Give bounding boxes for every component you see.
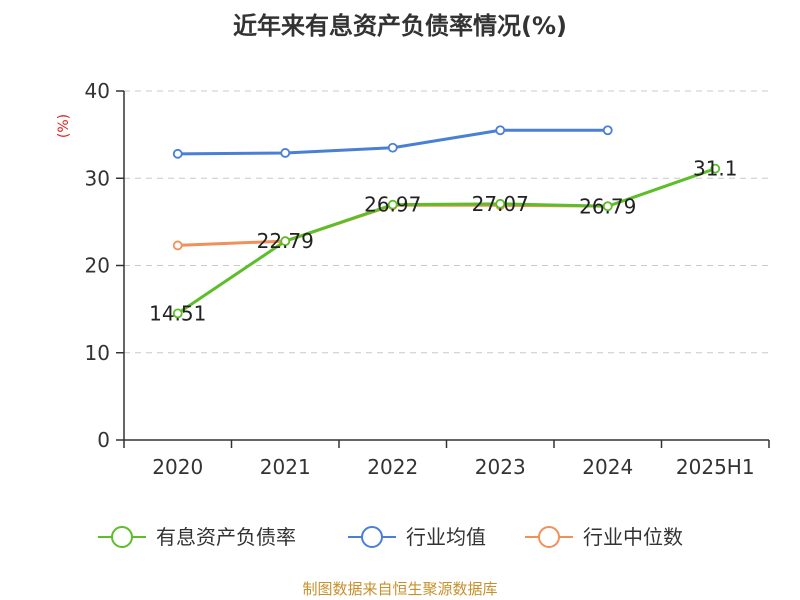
data-label-2021: 22.79 bbox=[257, 229, 314, 253]
y-tick-label: 30 bbox=[85, 166, 110, 190]
x-tick-label-2021: 2021 bbox=[260, 455, 311, 479]
source-note: 制图数据来自恒生聚源数据库 bbox=[302, 580, 497, 598]
series-1-point-2024[interactable] bbox=[602, 125, 613, 136]
data-label-2023: 27.07 bbox=[472, 192, 529, 216]
series-1-point-2023[interactable] bbox=[495, 125, 506, 136]
data-label-2025H1: 31.1 bbox=[693, 157, 738, 181]
x-tick-label-2024: 2024 bbox=[582, 455, 633, 479]
legend-item-1[interactable]: 行业均值 bbox=[348, 525, 486, 549]
legend-label: 有息资产负债率 bbox=[156, 525, 296, 549]
series-0-point-2022[interactable] bbox=[387, 199, 398, 210]
axes: 0 10 20 30 40 2020 2021 2022 2023 2024 2025H1 bbox=[85, 79, 770, 479]
x-tick-label-2025H1: 2025H1 bbox=[676, 455, 755, 479]
legend[interactable]: 有息资产负债率 行业均值 行业中位数 bbox=[98, 525, 683, 549]
series-0-point-2025H1[interactable] bbox=[710, 163, 721, 174]
legend-item-2[interactable]: 行业中位数 bbox=[525, 525, 683, 549]
series-2-point-2020[interactable] bbox=[172, 240, 183, 251]
legend-label: 行业均值 bbox=[406, 525, 486, 549]
legend-marker-icon bbox=[361, 526, 383, 548]
data-label-2024: 26.79 bbox=[579, 194, 636, 218]
y-tick-label: 20 bbox=[85, 254, 110, 278]
y-tick-label: 0 bbox=[97, 428, 110, 452]
y-tick-label: 40 bbox=[85, 79, 110, 103]
legend-label: 行业中位数 bbox=[583, 525, 683, 549]
legend-item-0[interactable]: 有息资产负债率 bbox=[98, 525, 296, 549]
y-axis-unit-label: (%) bbox=[56, 114, 72, 138]
y-tick-label: 10 bbox=[85, 341, 110, 365]
chart-title: 近年来有息资产负债率情况(%) bbox=[233, 12, 567, 40]
data-label-2020: 14.51 bbox=[149, 301, 206, 325]
series-0-point-2020[interactable] bbox=[172, 308, 183, 319]
x-tick-label-2022: 2022 bbox=[367, 455, 418, 479]
series-0-point-2021[interactable] bbox=[280, 236, 291, 247]
x-tick-label-2020: 2020 bbox=[152, 455, 203, 479]
x-tick-label-2023: 2023 bbox=[475, 455, 526, 479]
series-0-point-2023[interactable] bbox=[495, 198, 506, 209]
grid-lines bbox=[124, 90, 769, 354]
series-line-0 bbox=[176, 167, 716, 315]
data-label-2022: 26.97 bbox=[364, 193, 421, 217]
series-0-point-2024[interactable] bbox=[602, 201, 613, 212]
legend-marker-icon bbox=[538, 526, 560, 548]
series-1-point-2020[interactable] bbox=[172, 148, 183, 159]
data-labels: 14.51 22.79 26.97 27.07 26.79 31.1 bbox=[149, 157, 737, 326]
series-lines bbox=[172, 125, 721, 319]
legend-marker-icon bbox=[111, 526, 133, 548]
series-1-point-2022[interactable] bbox=[387, 142, 398, 153]
series-1-point-2021[interactable] bbox=[280, 148, 291, 158]
